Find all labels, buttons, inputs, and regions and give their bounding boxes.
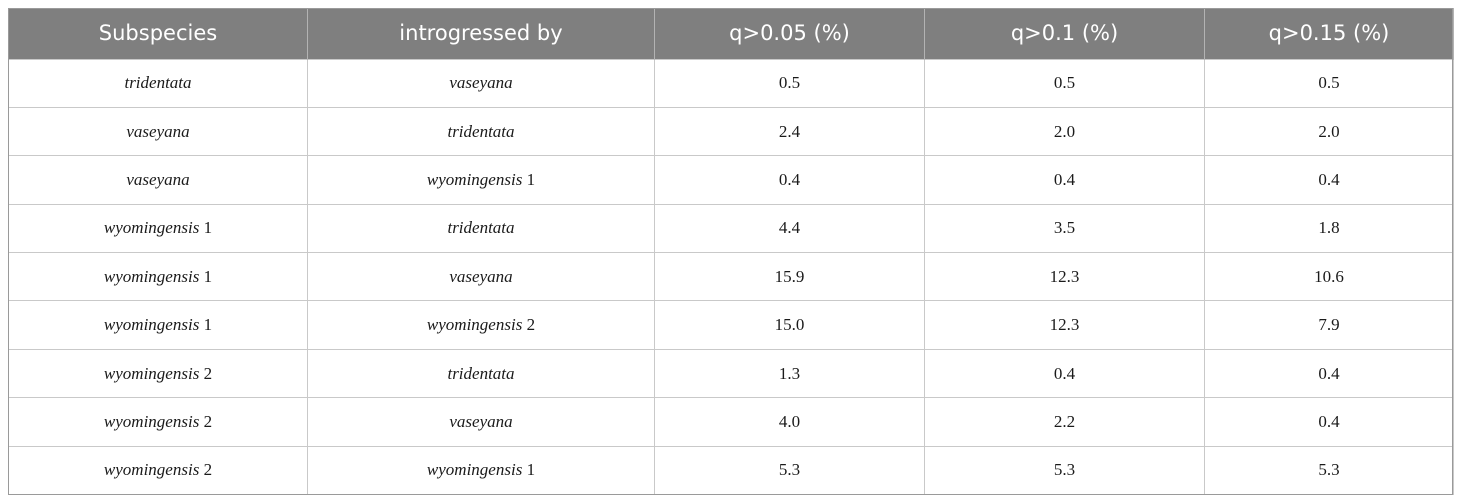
- cell-q-0-15: 10.6: [1204, 252, 1454, 302]
- cell-subspecies-number: 1: [199, 218, 213, 238]
- cell-q-0-15: 7.9: [1204, 300, 1454, 350]
- header-q-0-05: q>0.05 (%): [654, 8, 925, 59]
- cell-subspecies: vaseyana: [8, 155, 308, 205]
- cell-introgressed-by-number: 1: [522, 169, 536, 189]
- table-row: wyomingensis 1 tridentata 4.4 3.5 1.8: [8, 203, 1454, 254]
- cell-subspecies-number: 1: [199, 315, 213, 335]
- introgression-table: Subspecies introgressed by q>0.05 (%) q>…: [8, 8, 1454, 496]
- cell-introgressed-by: vaseyana: [307, 397, 655, 447]
- cell-q-0-15: 0.4: [1204, 155, 1454, 205]
- cell-subspecies-name: vaseyana: [126, 169, 190, 189]
- cell-subspecies-name: tridentata: [124, 73, 192, 93]
- table-row: vaseyana tridentata 2.4 2.0 2.0: [8, 106, 1454, 157]
- introgression-table-container: Subspecies introgressed by q>0.05 (%) q>…: [8, 8, 1454, 496]
- header-q-0-1: q>0.1 (%): [924, 8, 1205, 59]
- cell-q-0-05: 15.0: [654, 300, 925, 350]
- cell-subspecies-number: 2: [199, 363, 213, 383]
- cell-subspecies: wyomingensis 2: [8, 397, 308, 447]
- cell-q-0-15: 2.0: [1204, 106, 1454, 157]
- table-row: tridentata vaseyana 0.5 0.5 0.5: [8, 58, 1454, 108]
- cell-subspecies-name: wyomingensis: [103, 315, 200, 335]
- cell-introgressed-by-number: 1: [522, 460, 536, 480]
- table-row: wyomingensis 1 wyomingensis 2 15.0 12.3 7.9: [8, 300, 1454, 350]
- cell-q-0-05: 0.5: [654, 58, 925, 108]
- cell-introgressed-by: vaseyana: [307, 58, 655, 108]
- cell-subspecies-name: vaseyana: [126, 121, 190, 141]
- cell-introgressed-by: wyomingensis 1: [307, 155, 655, 205]
- cell-subspecies-name: wyomingensis: [103, 411, 200, 431]
- cell-introgressed-by: tridentata: [307, 348, 655, 399]
- cell-q-0-15: 0.4: [1204, 348, 1454, 399]
- cell-subspecies: wyomingensis 2: [8, 348, 308, 399]
- cell-subspecies-name: wyomingensis: [103, 218, 200, 238]
- cell-subspecies-number: 2: [199, 460, 213, 480]
- cell-introgressed-by-number: 2: [522, 315, 536, 335]
- cell-q-0-1: 2.0: [924, 106, 1205, 157]
- cell-introgressed-by-name: tridentata: [447, 121, 515, 141]
- cell-introgressed-by: wyomingensis 1: [307, 445, 655, 496]
- cell-introgressed-by: tridentata: [307, 203, 655, 254]
- table-row: wyomingensis 2 vaseyana 4.0 2.2 0.4: [8, 397, 1454, 447]
- table-row: wyomingensis 2 tridentata 1.3 0.4 0.4: [8, 348, 1454, 399]
- header-q-0-15: q>0.15 (%): [1204, 8, 1454, 59]
- cell-q-0-05: 4.0: [654, 397, 925, 447]
- cell-introgressed-by-name: vaseyana: [449, 411, 513, 431]
- table-row: wyomingensis 1 vaseyana 15.9 12.3 10.6: [8, 252, 1454, 302]
- cell-q-0-05: 1.3: [654, 348, 925, 399]
- table-row: wyomingensis 2 wyomingensis 1 5.3 5.3 5.3: [8, 445, 1454, 496]
- cell-q-0-05: 5.3: [654, 445, 925, 496]
- table-header: Subspecies introgressed by q>0.05 (%) q>…: [8, 8, 1454, 59]
- cell-q-0-1: 5.3: [924, 445, 1205, 496]
- cell-q-0-05: 15.9: [654, 252, 925, 302]
- cell-subspecies-name: wyomingensis: [103, 363, 200, 383]
- cell-introgressed-by-name: wyomingensis: [426, 460, 523, 480]
- cell-subspecies: vaseyana: [8, 106, 308, 157]
- cell-q-0-1: 3.5: [924, 203, 1205, 254]
- cell-introgressed-by-name: vaseyana: [449, 266, 513, 286]
- cell-subspecies: wyomingensis 1: [8, 203, 308, 254]
- header-introgressed-by: introgressed by: [307, 8, 655, 59]
- cell-q-0-1: 12.3: [924, 252, 1205, 302]
- cell-q-0-15: 0.4: [1204, 397, 1454, 447]
- cell-introgressed-by-name: wyomingensis: [426, 315, 523, 335]
- cell-q-0-15: 0.5: [1204, 58, 1454, 108]
- cell-introgressed-by-name: tridentata: [447, 218, 515, 238]
- cell-q-0-1: 12.3: [924, 300, 1205, 350]
- cell-subspecies-number: 2: [199, 411, 213, 431]
- cell-q-0-1: 0.4: [924, 348, 1205, 399]
- header-subspecies: Subspecies: [8, 8, 308, 59]
- cell-q-0-1: 0.5: [924, 58, 1205, 108]
- cell-q-0-05: 4.4: [654, 203, 925, 254]
- cell-q-0-05: 0.4: [654, 155, 925, 205]
- cell-introgressed-by-name: vaseyana: [449, 73, 513, 93]
- table-body: tridentata vaseyana 0.5 0.5 0.5 vaseyana tride…: [8, 58, 1454, 496]
- cell-subspecies: wyomingensis 1: [8, 252, 308, 302]
- cell-q-0-1: 0.4: [924, 155, 1205, 205]
- cell-subspecies-name: wyomingensis: [103, 266, 200, 286]
- cell-q-0-05: 2.4: [654, 106, 925, 157]
- cell-q-0-15: 1.8: [1204, 203, 1454, 254]
- cell-q-0-1: 2.2: [924, 397, 1205, 447]
- cell-introgressed-by-name: tridentata: [447, 363, 515, 383]
- cell-introgressed-by: tridentata: [307, 106, 655, 157]
- header-row: Subspecies introgressed by q>0.05 (%) q>…: [8, 8, 1454, 59]
- cell-subspecies: wyomingensis 2: [8, 445, 308, 496]
- cell-q-0-15: 5.3: [1204, 445, 1454, 496]
- cell-introgressed-by: wyomingensis 2: [307, 300, 655, 350]
- cell-introgressed-by-name: wyomingensis: [426, 169, 523, 189]
- cell-introgressed-by: vaseyana: [307, 252, 655, 302]
- cell-subspecies-number: 1: [199, 266, 213, 286]
- cell-subspecies-name: wyomingensis: [103, 460, 200, 480]
- cell-subspecies: wyomingensis 1: [8, 300, 308, 350]
- cell-subspecies: tridentata: [8, 58, 308, 108]
- table-row: vaseyana wyomingensis 1 0.4 0.4 0.4: [8, 155, 1454, 205]
